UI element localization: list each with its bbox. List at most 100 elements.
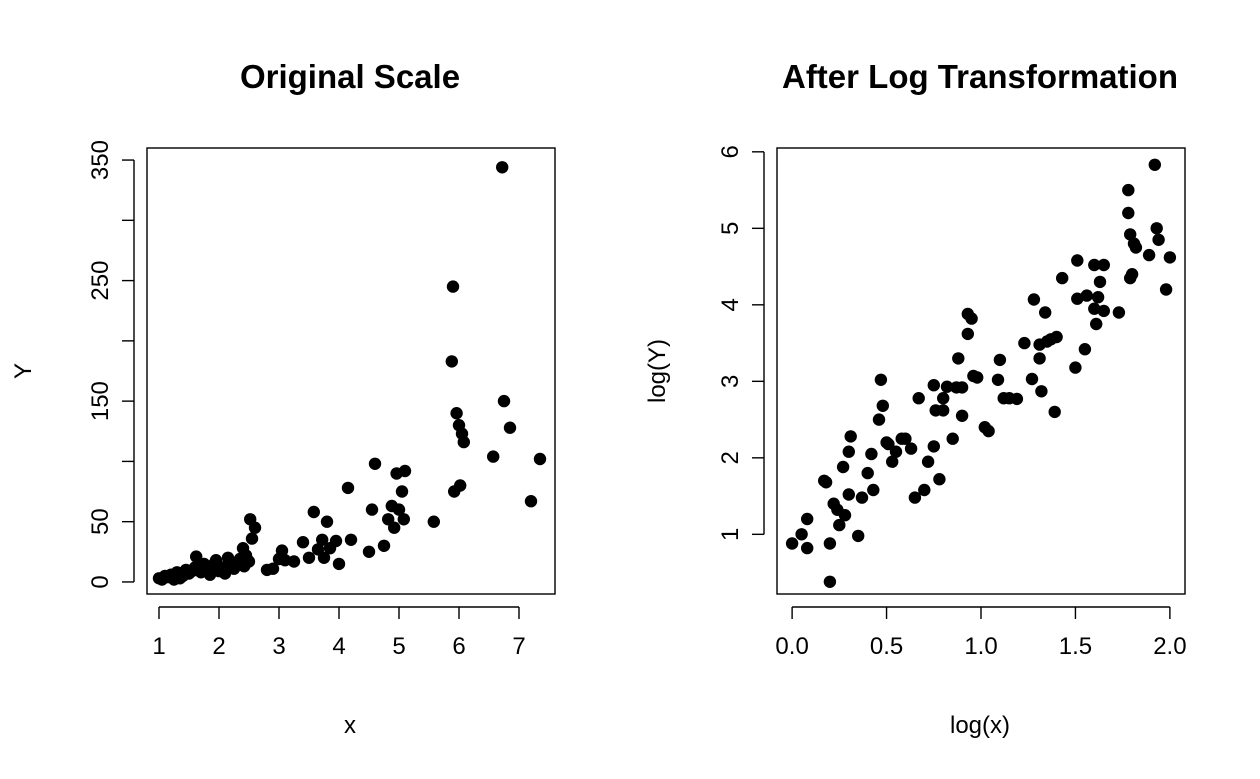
data-point (836, 460, 850, 474)
y-tick-label: 4 (717, 298, 744, 311)
data-point (524, 495, 538, 508)
data-point (918, 483, 931, 497)
x-tick-label: 1 (152, 633, 165, 660)
data-point (861, 466, 874, 480)
data-point (908, 491, 922, 504)
x-tick-label: 0.5 (870, 633, 903, 660)
data-point (398, 464, 412, 478)
x-tick-label: 7 (512, 633, 525, 660)
data-point (993, 353, 1007, 367)
x-tick-label: 6 (452, 633, 465, 660)
data-point (1091, 291, 1105, 304)
data-point (1122, 183, 1135, 197)
data-point (248, 521, 262, 534)
data-point (940, 380, 954, 393)
data-points (785, 158, 1177, 588)
data-point (872, 413, 886, 426)
axes: 1 2 3 4 5 6 7 0 50 150 250 350 (87, 140, 526, 660)
data-point (1093, 275, 1107, 289)
data-point (190, 550, 203, 563)
y-tick-label: 150 (87, 381, 114, 421)
data-point (937, 392, 950, 405)
data-point (874, 373, 888, 386)
data-point (1048, 405, 1061, 419)
data-point (927, 440, 940, 453)
data-point (842, 488, 855, 501)
x-tick-label: 5 (392, 633, 405, 660)
data-point (971, 371, 984, 384)
data-points (152, 161, 547, 586)
x-tick-label: 2 (212, 633, 225, 660)
data-point (867, 483, 880, 497)
data-point (933, 473, 946, 486)
y-tick-label: 6 (717, 145, 744, 158)
x-tick-label: 2.0 (1153, 633, 1186, 660)
data-point (1125, 268, 1139, 281)
data-point (1018, 336, 1031, 350)
data-point (955, 381, 969, 394)
data-point (368, 457, 382, 470)
data-point (487, 450, 500, 463)
data-point (1090, 317, 1103, 331)
y-tick-label: 2 (717, 451, 744, 464)
data-point (377, 539, 391, 552)
data-point (1112, 306, 1126, 319)
data-point (242, 555, 256, 568)
x-tick-label: 4 (332, 633, 345, 660)
data-point (855, 491, 869, 504)
data-point (1027, 293, 1041, 306)
data-point (1078, 343, 1092, 356)
data-point (886, 455, 899, 468)
data-point (1088, 258, 1101, 272)
data-point (876, 399, 889, 412)
data-point (1150, 222, 1163, 235)
data-point (882, 437, 895, 451)
data-point (397, 513, 410, 526)
data-point (946, 432, 959, 445)
data-point (1050, 330, 1063, 344)
data-point (801, 541, 814, 555)
data-point (844, 430, 857, 443)
data-point (937, 404, 950, 417)
data-point (823, 537, 837, 550)
data-point (865, 447, 878, 461)
data-point (496, 161, 509, 174)
data-point (961, 327, 974, 341)
data-point (1159, 283, 1173, 296)
data-point (1129, 241, 1143, 254)
data-point (320, 515, 334, 528)
data-point (365, 503, 379, 516)
data-point (899, 432, 912, 445)
data-point (801, 512, 814, 526)
x-tick-label: 1.0 (964, 633, 997, 660)
data-point (395, 485, 409, 498)
data-point (1097, 258, 1111, 272)
data-point (1056, 271, 1069, 285)
y-axis-label: log(Y) (644, 339, 671, 403)
chart-title: After Log Transformation (782, 58, 1178, 95)
y-tick-label: 1 (717, 528, 744, 541)
data-point (1122, 206, 1135, 220)
y-tick-label: 5 (717, 222, 744, 235)
data-point (823, 575, 837, 588)
x-tick-label: 3 (272, 633, 285, 660)
data-point (457, 435, 470, 449)
data-point (1039, 306, 1052, 319)
data-point (388, 521, 401, 534)
x-axis-label: x (344, 712, 356, 739)
data-point (287, 555, 301, 568)
data-point (344, 533, 358, 546)
y-tick-label: 250 (87, 261, 114, 301)
data-point (1035, 385, 1048, 398)
data-point (1080, 289, 1094, 302)
data-point (795, 528, 808, 541)
data-point (991, 373, 1005, 386)
data-point (1163, 251, 1177, 264)
data-point (889, 445, 903, 458)
data-point (332, 557, 346, 571)
plot-frame (776, 147, 1186, 595)
y-tick-label: 50 (87, 508, 114, 535)
data-point (833, 518, 846, 532)
y-axis-label: Y (10, 363, 37, 379)
